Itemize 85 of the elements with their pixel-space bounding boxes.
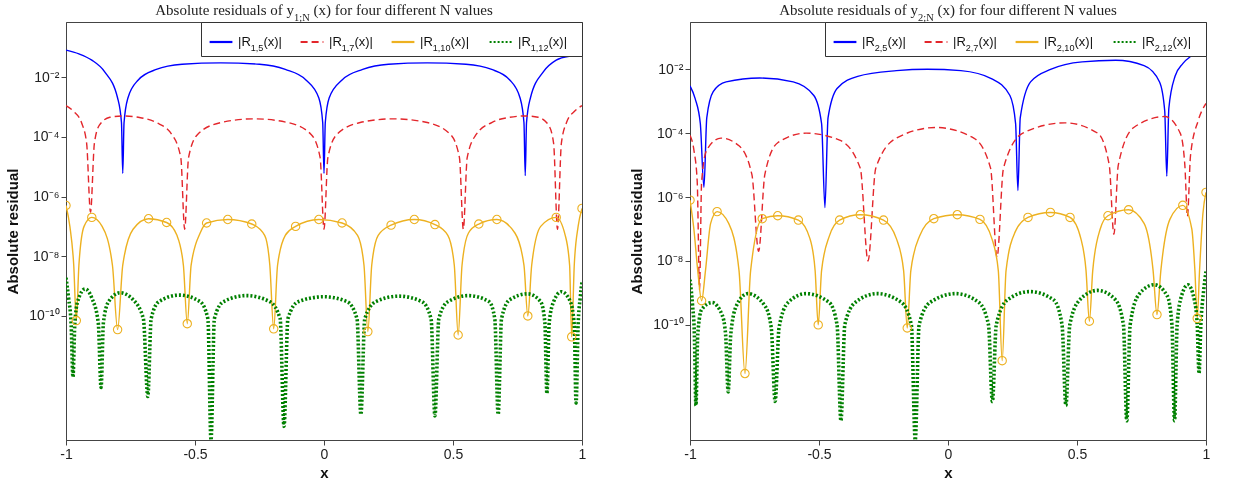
point [712,206,722,217]
point [290,221,301,232]
y-tick-label: 10⁻⁴ [656,124,684,141]
point [757,213,767,224]
line-series [690,55,1192,209]
point [740,368,750,379]
y-tick-label: 10⁻² [34,68,60,85]
y-tick-label: 10⁻⁴ [32,128,60,145]
legend-label: |R$_{1,12}$(x)| [518,34,568,53]
legend-label: |R$_{1,7}$(x)| [329,34,373,53]
y-tick-label: 10⁻² [658,60,684,77]
y-tick-label: 10⁻⁶ [33,188,60,205]
y-axis-title: Absolute residual [628,168,646,295]
point [1023,212,1033,223]
x-tick-label: -0.5 [183,445,208,462]
line-series [690,191,1206,375]
point [161,217,172,228]
point [182,318,192,329]
point [363,326,373,337]
point [878,215,889,225]
point [929,213,939,224]
point [409,214,420,225]
point [430,219,440,230]
point [71,315,82,326]
point [112,324,123,335]
x-axis-title: x [320,463,330,481]
point [201,218,212,228]
point [1084,316,1095,326]
point [492,214,502,225]
point [1123,205,1134,215]
legend-label: |R$_{2,5}$(x)| [862,34,906,53]
point [1192,313,1202,324]
y-axis-title: Absolute residual [4,168,22,295]
point [696,296,707,306]
point [855,209,866,220]
x-tick-label: 1 [1202,445,1211,462]
legend-label: |R$_{2,12}$(x)| [1142,34,1192,53]
point [834,215,845,225]
point [772,211,783,221]
point [566,332,577,342]
point [1045,207,1056,218]
point [314,214,324,225]
y-tick-label: 10⁻¹⁰ [29,307,60,324]
y-tick-label: 10⁻⁸ [657,252,684,269]
x-tick-label: 0 [944,445,953,462]
x-tick-label: -1 [684,445,697,462]
point [87,212,97,223]
point [247,219,257,229]
point [474,219,484,229]
point [337,218,347,228]
chart-title: Absolute residuals of y$_{1;N}$ (x) for four different N values [155,1,493,22]
legend-label: |R$_{2,7}$(x)| [953,34,997,53]
point [143,214,154,224]
point [523,311,533,321]
point [902,323,912,333]
point [268,324,279,334]
point [1103,211,1113,221]
x-axis-title: x [944,463,954,481]
legend-label: |R$_{1,5}$(x)| [238,34,282,53]
point [952,209,963,220]
point [997,355,1007,366]
chart-title: Absolute residuals of y$_{2;N}$ (x) for four different N values [779,1,1117,22]
y-tick-label: 10⁻¹⁰ [653,316,684,333]
line-series [66,105,582,230]
x-tick-label: -1 [60,445,73,462]
point [793,215,804,225]
x-tick-label: 1 [578,445,587,462]
x-tick-label: 0 [320,445,329,462]
point [453,330,463,340]
y-tick-label: 10⁻⁸ [33,247,60,264]
point [551,212,561,223]
point [1065,212,1075,223]
legend-label: |R$_{2,10}$(x)| [1044,34,1094,53]
point [1178,200,1188,211]
point [975,214,985,225]
point [813,320,823,330]
x-tick-label: -0.5 [807,445,832,462]
y-tick-label: 10⁻⁶ [657,188,684,205]
legend-label: |R$_{1,10}$(x)| [420,34,470,53]
line-series [66,204,582,338]
x-tick-label: 0.5 [443,445,464,462]
point [386,220,396,230]
point [1152,309,1162,320]
point [223,214,233,225]
x-tick-label: 0.5 [1067,445,1088,462]
